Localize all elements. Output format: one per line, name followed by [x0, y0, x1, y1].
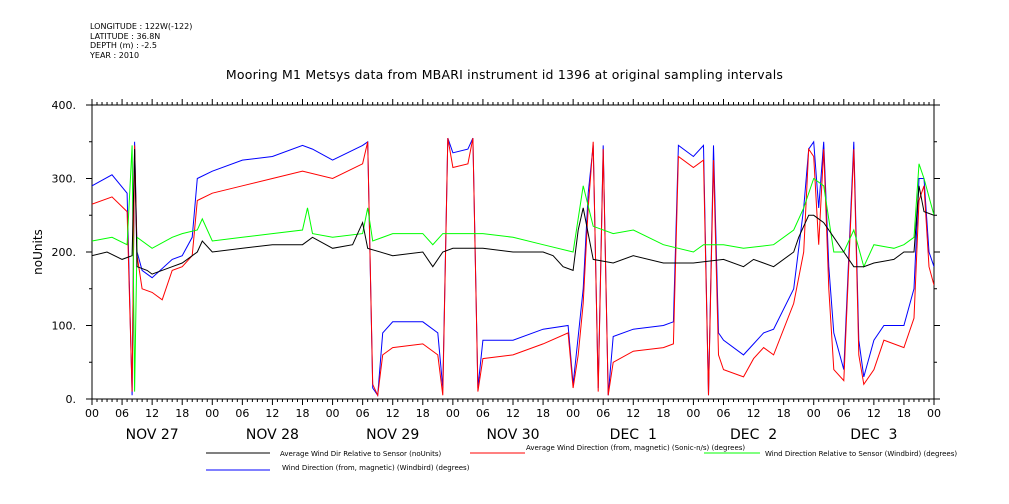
- x-hour-label: 06: [235, 407, 249, 420]
- x-hour-label: 00: [85, 407, 99, 420]
- metadata-block: LONGITUDE : 122W(-122) LATITUDE : 36.8N …: [90, 22, 192, 60]
- series-line-3: [92, 137, 934, 397]
- x-hour-label: 06: [115, 407, 129, 420]
- legend-label-2: Wind Direction Relative to Sensor (Windb…: [765, 450, 957, 458]
- legend-label-3: Wind Direction (from, magnetic) (Windbir…: [282, 464, 470, 472]
- x-day-label: NOV 30: [486, 427, 539, 443]
- x-hour-label: 18: [416, 407, 430, 420]
- x-hour-label: 12: [867, 407, 881, 420]
- series-line-1: [92, 138, 934, 398]
- chart-title: Mooring M1 Metsys data from MBARI instru…: [225, 67, 784, 82]
- x-hour-label: 18: [656, 407, 670, 420]
- x-day-label: DEC 2: [730, 427, 777, 443]
- x-hour-label: 00: [807, 407, 821, 420]
- x-hour-label: 06: [717, 407, 731, 420]
- y-tick-label: 300.: [52, 173, 77, 186]
- x-hour-label: 06: [476, 407, 490, 420]
- x-hour-label: 06: [837, 407, 851, 420]
- x-hour-label: 00: [927, 407, 941, 420]
- depth-text: DEPTH (m) : -2.5: [90, 41, 157, 51]
- x-day-label: DEC 3: [850, 427, 897, 443]
- x-hour-label: 12: [626, 407, 640, 420]
- legend-label-0: Average Wind Dir Relative to Sensor (noU…: [280, 450, 441, 458]
- x-day-label: NOV 29: [366, 427, 419, 443]
- x-hour-label: 12: [265, 407, 279, 420]
- x-hour-label: 00: [326, 407, 340, 420]
- y-axis-label: noUnits: [31, 229, 45, 275]
- x-hour-label: 00: [566, 407, 580, 420]
- y-tick-label: 200.: [52, 246, 77, 259]
- y-tick-label: 100.: [52, 320, 77, 333]
- x-hour-label: 18: [296, 407, 310, 420]
- x-hour-label: 18: [175, 407, 189, 420]
- series-line-0: [92, 149, 934, 275]
- x-hour-label: 06: [596, 407, 610, 420]
- legend-label-1: Average Wind Direction (from, magnetic) …: [526, 444, 745, 452]
- x-day-label: DEC 1: [610, 427, 657, 443]
- x-hour-label: 18: [777, 407, 791, 420]
- y-tick-label: 0.: [66, 393, 77, 406]
- x-hour-label: 00: [686, 407, 700, 420]
- x-hour-label: 06: [356, 407, 370, 420]
- x-hour-label: 12: [506, 407, 520, 420]
- longitude-text: LONGITUDE : 122W(-122): [90, 22, 193, 31]
- x-hour-label: 00: [205, 407, 219, 420]
- x-hour-label: 12: [747, 407, 761, 420]
- x-hour-label: 18: [536, 407, 550, 420]
- x-hour-label: 12: [145, 407, 159, 420]
- x-day-label: NOV 27: [126, 427, 179, 443]
- x-day-label: NOV 28: [246, 427, 299, 443]
- x-hour-label: 18: [897, 407, 911, 420]
- year-text: YEAR : 2010: [90, 50, 140, 60]
- x-hour-label: 00: [446, 407, 460, 420]
- x-hour-label: 12: [386, 407, 400, 420]
- y-tick-label: 400.: [52, 99, 77, 112]
- series-group: [92, 137, 934, 398]
- latitude-text: LATITUDE : 36.8N: [90, 31, 161, 41]
